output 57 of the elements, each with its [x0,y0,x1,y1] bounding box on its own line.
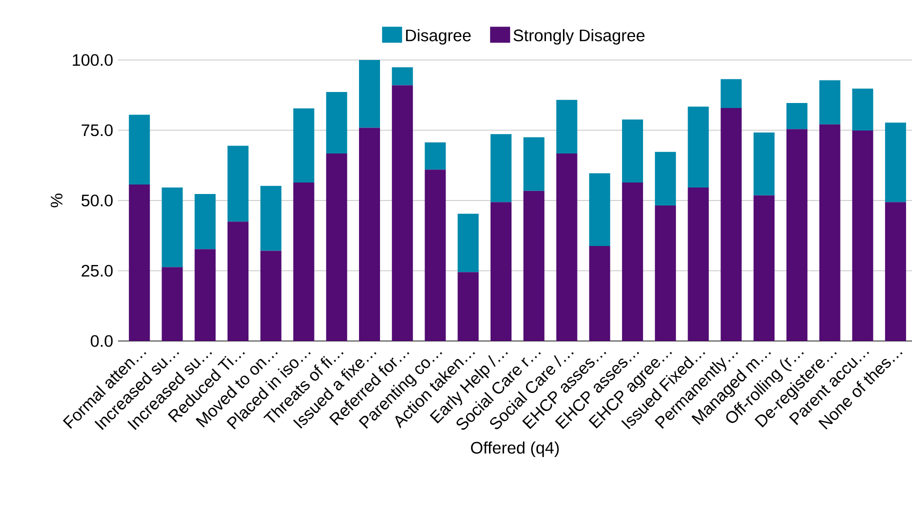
x-axis-title: Offered (q4) [471,441,559,457]
bar [392,85,413,341]
bar [490,134,512,202]
y-tick-label: 50.0 [82,194,113,206]
y-tick-label: 0.0 [90,335,113,347]
y-axis-title: % [50,194,62,208]
bar [720,108,742,341]
y-tick-label: 100.0 [72,54,113,66]
bar [786,102,808,130]
bar [786,129,808,341]
bar [589,246,610,341]
bar [523,137,544,191]
bar [194,249,216,341]
bar [622,120,644,182]
bar [424,170,446,341]
bar [556,154,578,341]
bar [819,124,840,341]
bar [654,152,676,206]
bar [424,142,446,170]
bar [326,92,348,154]
bar [228,222,249,341]
bar [556,100,578,154]
bar [260,186,282,251]
bar [128,114,150,184]
bar [688,106,709,188]
bar [162,188,183,268]
bar [688,188,709,341]
bar [359,60,380,128]
bar [490,202,512,341]
bar [589,173,610,246]
bar [885,122,906,202]
bar [885,202,906,341]
bar [654,206,676,341]
bar [523,190,544,341]
y-tick-label: 75.0 [82,124,113,136]
bar [162,267,183,341]
bar [392,67,413,86]
bar [326,154,348,341]
bar [228,146,249,222]
bar [293,108,314,182]
bar [622,182,644,341]
bar [293,182,314,341]
bar [359,128,380,341]
legend-label: Strongly Disagree [514,29,644,45]
bar [754,195,775,341]
bar [458,272,479,341]
bar [754,132,775,196]
bar [852,88,874,131]
bar [819,80,840,124]
bar [852,130,874,341]
bar [128,184,150,341]
legend-label: Disagree [406,29,471,45]
bar [720,79,742,108]
y-tick-label: 25.0 [82,264,113,277]
bar [194,194,216,250]
bar [260,250,282,341]
bar [458,214,479,272]
